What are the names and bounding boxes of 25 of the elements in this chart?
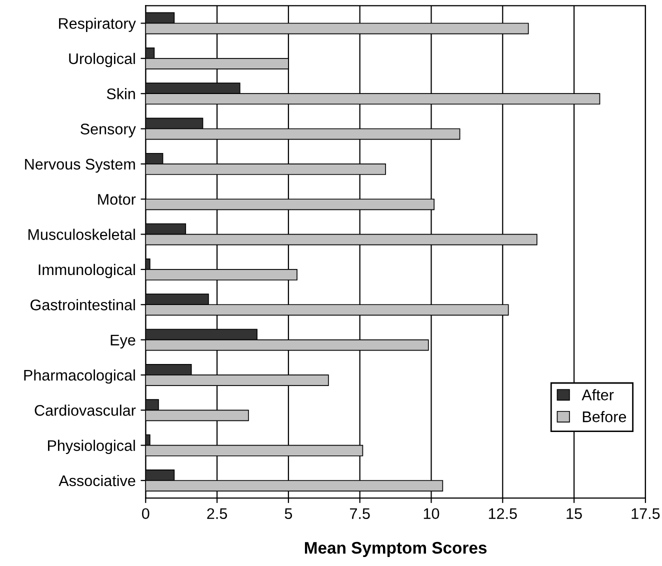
y-tick-label: Urological — [69, 52, 135, 68]
y-tick-label: Sensory — [80, 124, 136, 138]
y-tick-label: Eye — [110, 334, 136, 349]
y-tick-label: Physiological — [48, 440, 135, 454]
y-tick-label: Immunological — [38, 264, 135, 278]
x-tick-label: 2.5 — [207, 508, 228, 520]
y-tick-label: Skin — [106, 88, 135, 100]
y-tick-label: Respiratory — [59, 18, 136, 32]
x-tick-label: 15 — [566, 508, 582, 520]
y-tick-label: Cardiovascular — [34, 404, 136, 416]
x-axis-title: Mean Symptom Scores — [304, 542, 487, 558]
x-tick-label: 12.5 — [488, 508, 517, 520]
x-tick-label: 17.5 — [632, 508, 660, 520]
x-tick-label: 10 — [424, 508, 440, 520]
y-tick-label: Associative — [58, 474, 136, 486]
x-tick-label: 0 — [142, 508, 150, 520]
y-tick-label: Nervous System — [25, 158, 135, 173]
x-tick-label: 7.5 — [350, 508, 370, 520]
legend-label: Before — [582, 411, 626, 422]
y-tick-label: Musculoskeletal — [28, 228, 135, 240]
legend-label: After — [582, 389, 614, 400]
x-tick-label: 5 — [284, 508, 292, 520]
y-tick-label: Pharmacological — [24, 369, 135, 384]
y-tick-label: Motor — [98, 194, 136, 205]
y-tick-label: Gastrointestinal — [30, 299, 135, 310]
